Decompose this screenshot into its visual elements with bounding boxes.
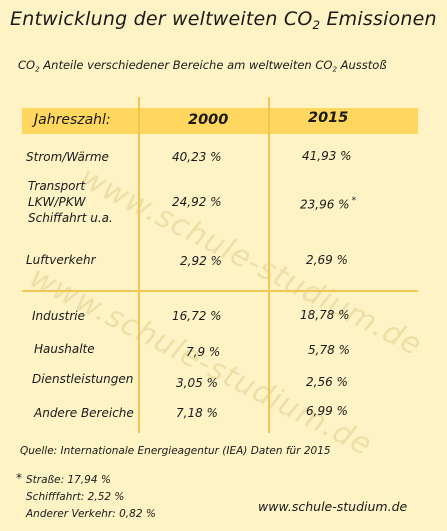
header-label: Jahreszahl: [34,112,111,128]
emissions-table: Jahreszahl: 2000 2015 Strom/Wärme 40,23 … [22,97,418,433]
row-label-dienstleistungen: Dienstleistungen [32,372,134,386]
row-label-haushalte: Haushalte [34,342,95,356]
header-year-2015: 2015 [308,110,349,126]
value-2015-strom: 41,93 % [302,149,352,163]
row-divider [22,290,418,292]
value-2000-luftverkehr: 2,92 % [180,254,222,268]
column-divider-2 [268,97,270,433]
value-2015-transport-text: 23,96 % [300,197,350,212]
column-divider-1 [138,97,140,433]
value-2015-transport: 23,96 % * [300,196,356,211]
value-2015-industrie: 18,78 % [300,308,350,322]
row-label-strom: Strom/Wärme [26,150,109,164]
row-label-transport-line-3: Schiffahrt u.a. [28,211,113,225]
website-url: www.schule-studium.de [258,499,408,514]
row-label-transport: Transport LKW/PKW Schiffahrt u.a. [28,178,113,226]
row-label-transport-line-1: Transport [28,179,86,193]
row-label-luftverkehr: Luftverkehr [26,253,96,267]
header-year-2000: 2000 [188,112,229,128]
title-subscript: 2 [312,18,321,33]
footnote-line-anderer-verkehr: Anderer Verkehr: 0,82 % [26,508,156,520]
subtitle-post: Ausstoß [337,58,387,72]
subtitle-pre: CO [18,58,36,72]
value-2015-haushalte: 5,78 % [308,343,350,357]
value-2015-dienstleistungen: 2,56 % [306,375,348,389]
row-label-industrie: Industrie [32,309,85,323]
subtitle-mid: Anteile verschiedener Bereiche am weltwe… [39,58,333,72]
subtitle-subscript-1: 2 [35,64,40,74]
footnote-star: * [16,471,22,485]
value-2015-andere-bereiche: 6,99 % [306,404,348,418]
value-2000-transport: 24,92 % [172,195,222,209]
value-2000-industrie: 16,72 % [172,309,222,323]
table-header-bar [22,108,418,134]
title-text: Entwicklung der weltweiten CO [10,8,313,30]
row-label-transport-line-2: LKW/PKW [28,195,86,209]
page-title: Entwicklung der weltweiten CO2 Emissione… [10,8,437,32]
footnote-line-schifffahrt: Schifffahrt: 2,52 % [26,491,125,503]
row-label-andere-bereiche: Andere Bereiche [34,406,134,420]
value-2000-haushalte: 7,9 % [186,345,221,359]
title-suffix: Emissionen [320,8,437,30]
value-2000-strom: 40,23 % [172,150,222,164]
value-2015-luftverkehr: 2,69 % [306,253,348,267]
footnote-marker: * [351,196,357,206]
value-2000-dienstleistungen: 3,05 % [176,376,218,390]
source-note: Quelle: Internationale Energieagentur (I… [20,445,331,457]
footnote-line-strasse: Straße: 17,94 % [26,474,111,486]
subtitle-subscript-2: 2 [332,64,337,74]
page-subtitle: CO2 Anteile verschiedener Bereiche am we… [18,58,387,73]
value-2000-andere-bereiche: 7,18 % [176,406,218,420]
